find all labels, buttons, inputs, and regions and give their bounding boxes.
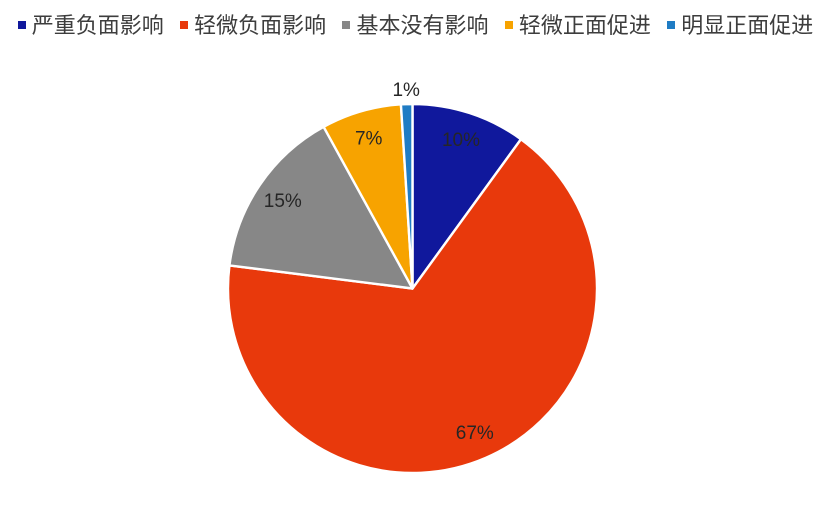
svg-text:67%: 67% [456, 423, 494, 444]
svg-text:7%: 7% [355, 128, 383, 149]
svg-text:10%: 10% [442, 130, 480, 151]
svg-text:1%: 1% [392, 80, 420, 101]
svg-text:15%: 15% [264, 191, 302, 212]
